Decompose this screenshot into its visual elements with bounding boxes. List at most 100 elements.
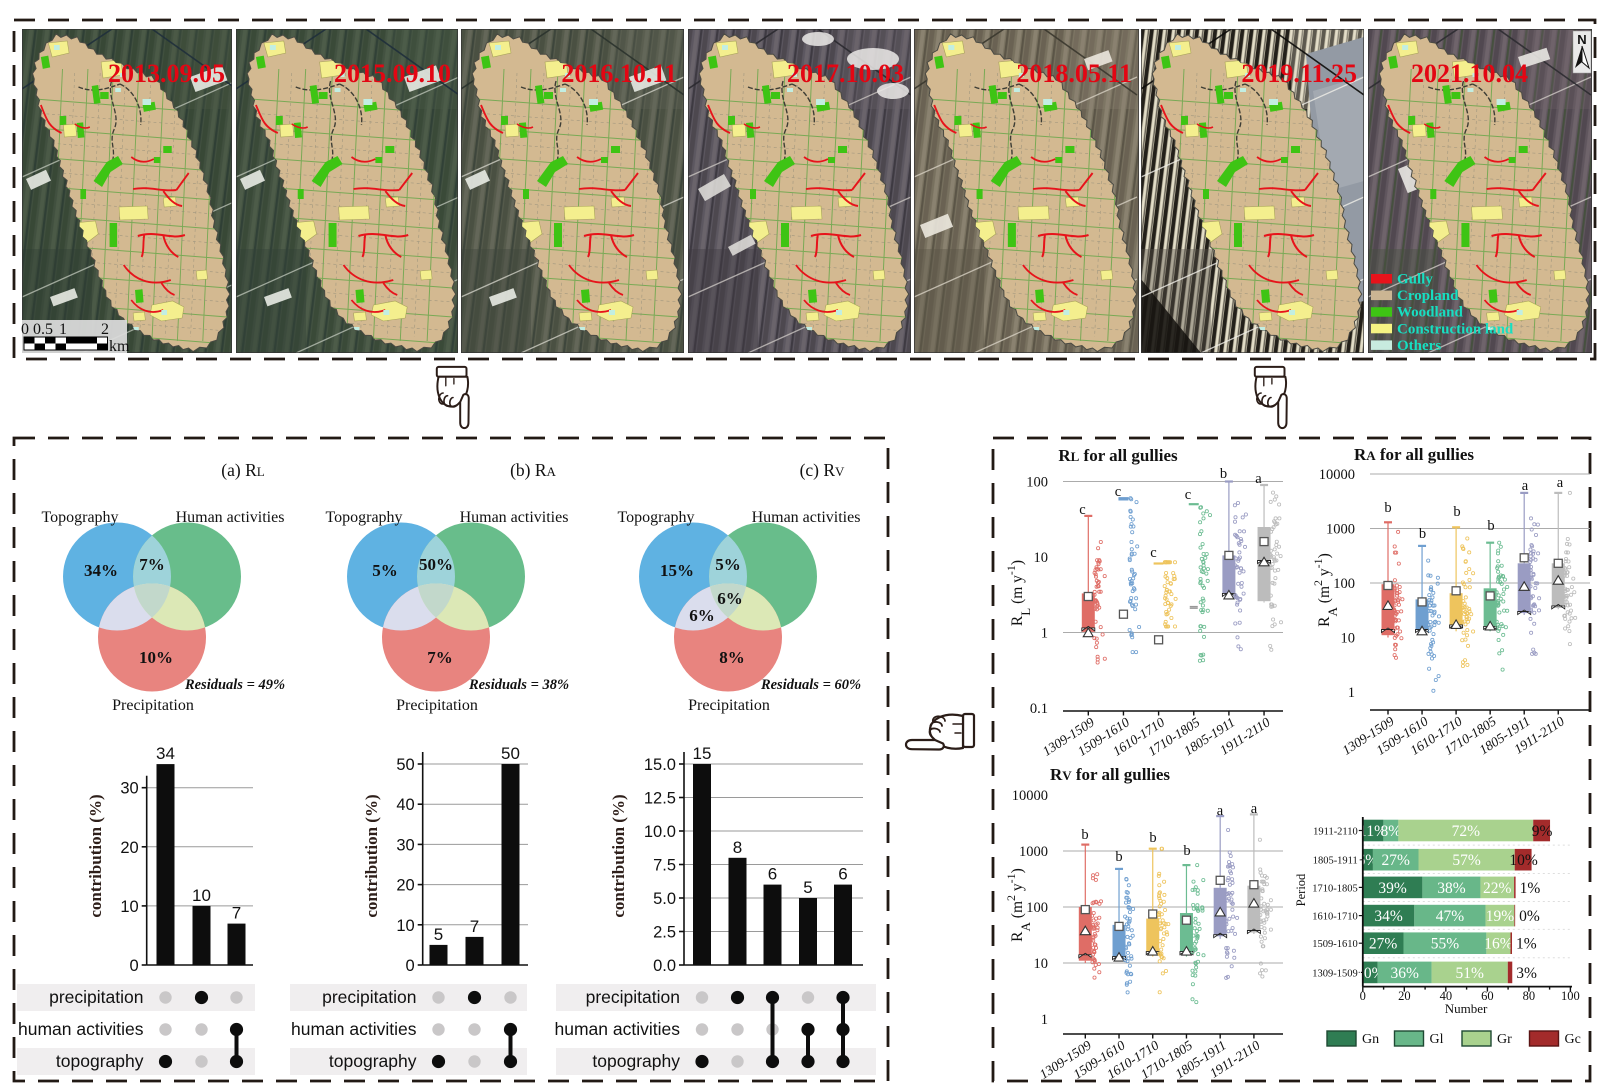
svg-text:c: c: [1185, 487, 1191, 503]
svg-text:57%: 57%: [1452, 852, 1481, 869]
svg-text:b: b: [1384, 500, 1391, 516]
svg-text:30: 30: [396, 836, 414, 854]
svg-text:human activities: human activities: [291, 1019, 417, 1039]
svg-text:5: 5: [803, 878, 812, 897]
svg-text:7: 7: [470, 917, 479, 936]
svg-text:10: 10: [396, 917, 414, 935]
svg-text:precipitation: precipitation: [49, 987, 143, 1007]
svg-text:b: b: [1453, 504, 1460, 520]
svg-text:20: 20: [120, 839, 138, 857]
svg-text:34%: 34%: [84, 561, 118, 580]
svg-text:8%: 8%: [719, 648, 745, 667]
svg-text:8%: 8%: [1381, 823, 1402, 840]
svg-text:9%: 9%: [1532, 823, 1553, 840]
svg-text:7.5: 7.5: [653, 857, 676, 875]
svg-text:10000: 10000: [1012, 788, 1048, 804]
svg-text:15.0: 15.0: [644, 756, 676, 774]
svg-text:1000: 1000: [1019, 844, 1048, 860]
svg-text:human activities: human activities: [555, 1019, 681, 1039]
svg-text:50: 50: [501, 744, 520, 763]
svg-text:Period: Period: [1294, 873, 1308, 906]
svg-text:38%: 38%: [1437, 880, 1466, 897]
svg-text:8: 8: [733, 838, 742, 857]
svg-text:72%: 72%: [1452, 823, 1481, 840]
svg-text:6: 6: [838, 865, 847, 884]
svg-text:contribution (%): contribution (%): [86, 794, 105, 917]
svg-text:Residuals = 60%: Residuals = 60%: [760, 677, 861, 693]
svg-text:100: 100: [1026, 900, 1048, 916]
svg-text:12.5: 12.5: [644, 790, 676, 808]
svg-text:b: b: [1183, 843, 1190, 859]
svg-text:Number: Number: [1445, 1001, 1488, 1016]
svg-text:c: c: [1115, 484, 1121, 500]
svg-text:10: 10: [1034, 550, 1049, 566]
svg-text:a: a: [1217, 803, 1224, 819]
svg-text:2018.05.11: 2018.05.11: [1016, 59, 1132, 88]
svg-text:c: c: [1150, 545, 1156, 561]
svg-text:22%: 22%: [1483, 880, 1512, 897]
svg-text:Topography: Topography: [617, 509, 694, 526]
svg-text:1509-1610: 1509-1610: [1312, 939, 1358, 950]
svg-text:20: 20: [396, 877, 414, 895]
svg-text:1000: 1000: [1326, 522, 1355, 538]
svg-text:0: 0: [1360, 989, 1366, 1003]
svg-text:10.0: 10.0: [644, 823, 676, 841]
svg-text:6%: 6%: [689, 606, 715, 625]
svg-text:a: a: [1251, 801, 1258, 817]
svg-text:2021.10.04: 2021.10.04: [1411, 59, 1528, 88]
svg-text:precipitation: precipitation: [322, 987, 416, 1007]
svg-text:Human activities: Human activities: [460, 509, 569, 526]
svg-text:Others: Others: [1397, 338, 1441, 354]
svg-text:2.5: 2.5: [653, 924, 676, 942]
svg-text:40: 40: [396, 796, 414, 814]
svg-text:5: 5: [434, 925, 443, 944]
svg-text:km: km: [109, 338, 130, 355]
svg-text:6: 6: [768, 865, 777, 884]
svg-text:b: b: [1081, 827, 1088, 843]
svg-text:0.1: 0.1: [1030, 701, 1048, 717]
svg-text:(b) RA: (b) RA: [510, 460, 556, 480]
svg-text:10: 10: [1341, 631, 1356, 647]
svg-text:1: 1: [1041, 626, 1048, 642]
svg-text:10%: 10%: [139, 648, 173, 667]
svg-text:40: 40: [1440, 989, 1453, 1003]
svg-text:1: 1: [1041, 1012, 1048, 1028]
svg-text:Gn: Gn: [1362, 1032, 1379, 1047]
svg-text:15%: 15%: [660, 561, 694, 580]
svg-text:47%: 47%: [1436, 908, 1465, 925]
svg-text:Residuals = 38%: Residuals = 38%: [468, 677, 569, 693]
svg-text:1: 1: [1348, 685, 1355, 701]
svg-text:0: 0: [406, 957, 415, 975]
svg-text:34: 34: [156, 744, 175, 763]
svg-text:10: 10: [192, 886, 211, 905]
svg-text:2017.10.03: 2017.10.03: [787, 59, 904, 88]
svg-text:2013.09.05: 2013.09.05: [108, 59, 225, 88]
svg-text:80: 80: [1523, 989, 1536, 1003]
svg-text:Cropland: Cropland: [1397, 288, 1459, 304]
svg-text:30: 30: [120, 780, 138, 798]
svg-text:Gully: Gully: [1397, 272, 1433, 288]
svg-text:11%: 11%: [1359, 823, 1387, 840]
svg-text:2016.10.11: 2016.10.11: [561, 59, 677, 88]
svg-text:b: b: [1115, 849, 1122, 865]
svg-text:human activities: human activities: [18, 1019, 144, 1039]
svg-text:39%: 39%: [1378, 880, 1407, 897]
svg-text:7%: 7%: [139, 555, 165, 574]
svg-text:RV for all gullies: RV for all gullies: [1050, 765, 1170, 784]
svg-text:34%: 34%: [1374, 908, 1403, 925]
svg-text:5%: 5%: [715, 555, 741, 574]
svg-text:topography: topography: [329, 1051, 417, 1071]
svg-text:(c) RV: (c) RV: [800, 460, 845, 480]
svg-text:50%: 50%: [419, 555, 453, 574]
svg-text:15: 15: [693, 744, 712, 763]
svg-text:1911-2110: 1911-2110: [1313, 827, 1358, 838]
svg-text:7%: 7%: [427, 648, 453, 667]
svg-text:0: 0: [130, 957, 139, 975]
svg-text:7: 7: [232, 904, 241, 923]
svg-text:a: a: [1522, 478, 1529, 494]
svg-text:b: b: [1487, 518, 1494, 534]
svg-text:contribution (%): contribution (%): [609, 794, 628, 917]
svg-text:precipitation: precipitation: [586, 987, 680, 1007]
svg-text:1: 1: [59, 321, 67, 338]
svg-text:Topography: Topography: [41, 509, 118, 526]
